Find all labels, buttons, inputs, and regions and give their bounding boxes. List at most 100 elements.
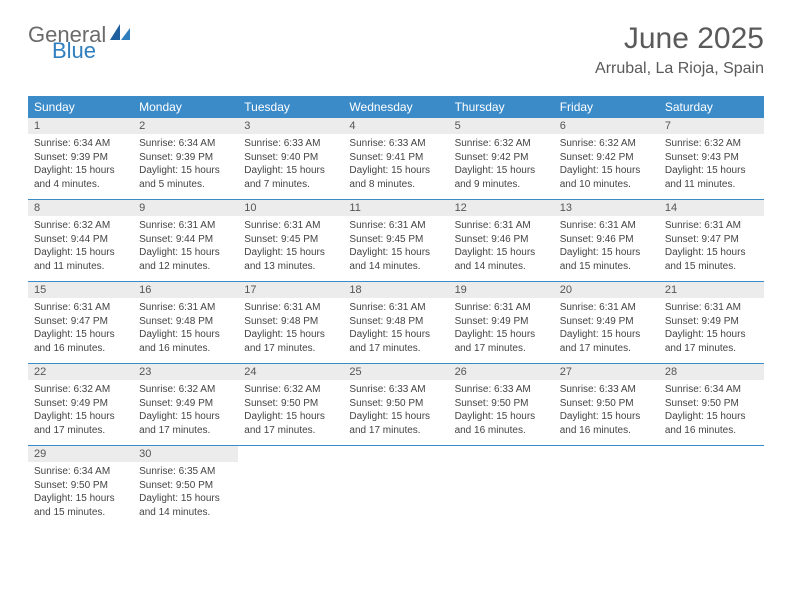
day-detail: Sunrise: 6:33 AMSunset: 9:40 PMDaylight:… — [238, 134, 343, 199]
day-detail: Sunrise: 6:34 AMSunset: 9:39 PMDaylight:… — [133, 134, 238, 199]
sunrise-line: Sunrise: 6:31 AM — [665, 301, 758, 315]
empty-cell — [238, 462, 343, 518]
daylight-line: Daylight: 15 hours and 16 minutes. — [560, 410, 653, 437]
day-cell-number: 22 — [28, 364, 133, 381]
daylight-line: Daylight: 15 hours and 9 minutes. — [455, 164, 548, 191]
day-cell-content: Sunrise: 6:32 AMSunset: 9:50 PMDaylight:… — [238, 380, 343, 446]
day-cell-content: Sunrise: 6:31 AMSunset: 9:49 PMDaylight:… — [554, 298, 659, 364]
daylight-line: Daylight: 15 hours and 17 minutes. — [244, 410, 337, 437]
sunset-line: Sunset: 9:50 PM — [139, 479, 232, 493]
day-cell-content: Sunrise: 6:31 AMSunset: 9:47 PMDaylight:… — [28, 298, 133, 364]
day-detail: Sunrise: 6:35 AMSunset: 9:50 PMDaylight:… — [133, 462, 238, 527]
day-cell-content: Sunrise: 6:31 AMSunset: 9:48 PMDaylight:… — [343, 298, 448, 364]
daylight-line: Daylight: 15 hours and 7 minutes. — [244, 164, 337, 191]
day-number: 23 — [133, 364, 238, 380]
day-number: 16 — [133, 282, 238, 298]
sunrise-line: Sunrise: 6:33 AM — [349, 137, 442, 151]
day-cell-number: 26 — [449, 364, 554, 381]
day-cell-number: 2 — [133, 118, 238, 134]
sunrise-line: Sunrise: 6:31 AM — [34, 301, 127, 315]
day-cell-number: 28 — [659, 364, 764, 381]
sunrise-line: Sunrise: 6:34 AM — [665, 383, 758, 397]
day-cell-number: 15 — [28, 282, 133, 299]
day-cell-content: Sunrise: 6:34 AMSunset: 9:50 PMDaylight:… — [28, 462, 133, 527]
daylight-line: Daylight: 15 hours and 15 minutes. — [665, 246, 758, 273]
day-number: 28 — [659, 364, 764, 380]
day-number: 18 — [343, 282, 448, 298]
day-cell-content: Sunrise: 6:35 AMSunset: 9:50 PMDaylight:… — [133, 462, 238, 527]
week-content-row: Sunrise: 6:31 AMSunset: 9:47 PMDaylight:… — [28, 298, 764, 364]
day-number: 27 — [554, 364, 659, 380]
sunset-line: Sunset: 9:47 PM — [665, 233, 758, 247]
sunset-line: Sunset: 9:45 PM — [349, 233, 442, 247]
sunset-line: Sunset: 9:49 PM — [34, 397, 127, 411]
week-content-row: Sunrise: 6:34 AMSunset: 9:39 PMDaylight:… — [28, 134, 764, 200]
day-cell-content: Sunrise: 6:33 AMSunset: 9:50 PMDaylight:… — [554, 380, 659, 446]
sunrise-line: Sunrise: 6:33 AM — [560, 383, 653, 397]
day-cell-number: 6 — [554, 118, 659, 134]
day-cell-number: 1 — [28, 118, 133, 134]
day-detail: Sunrise: 6:31 AMSunset: 9:47 PMDaylight:… — [659, 216, 764, 281]
day-cell-number: 19 — [449, 282, 554, 299]
week-daynum-row: 891011121314 — [28, 200, 764, 217]
day-cell-content: Sunrise: 6:32 AMSunset: 9:49 PMDaylight:… — [28, 380, 133, 446]
daylight-line: Daylight: 15 hours and 17 minutes. — [34, 410, 127, 437]
day-detail: Sunrise: 6:31 AMSunset: 9:49 PMDaylight:… — [449, 298, 554, 363]
day-number: 13 — [554, 200, 659, 216]
day-number: 3 — [238, 118, 343, 134]
sunrise-line: Sunrise: 6:32 AM — [560, 137, 653, 151]
month-title: June 2025 — [595, 22, 764, 56]
day-header: Thursday — [449, 96, 554, 118]
sunrise-line: Sunrise: 6:32 AM — [455, 137, 548, 151]
day-cell-number: 7 — [659, 118, 764, 134]
week-content-row: Sunrise: 6:32 AMSunset: 9:49 PMDaylight:… — [28, 380, 764, 446]
day-cell-content: Sunrise: 6:31 AMSunset: 9:48 PMDaylight:… — [238, 298, 343, 364]
sunset-line: Sunset: 9:41 PM — [349, 151, 442, 165]
day-number: 11 — [343, 200, 448, 216]
day-cell-content: Sunrise: 6:31 AMSunset: 9:48 PMDaylight:… — [133, 298, 238, 364]
daylight-line: Daylight: 15 hours and 14 minutes. — [349, 246, 442, 273]
week-daynum-row: 2930 — [28, 446, 764, 463]
daylight-line: Daylight: 15 hours and 17 minutes. — [349, 328, 442, 355]
day-cell-content: Sunrise: 6:33 AMSunset: 9:41 PMDaylight:… — [343, 134, 448, 200]
logo-word-blue: Blue — [52, 40, 96, 62]
week-daynum-row: 15161718192021 — [28, 282, 764, 299]
day-detail: Sunrise: 6:31 AMSunset: 9:46 PMDaylight:… — [449, 216, 554, 281]
empty-cell — [343, 462, 448, 518]
day-cell-content — [554, 462, 659, 527]
day-cell-number — [238, 446, 343, 463]
day-cell-number: 17 — [238, 282, 343, 299]
sunset-line: Sunset: 9:48 PM — [244, 315, 337, 329]
day-detail: Sunrise: 6:32 AMSunset: 9:42 PMDaylight:… — [554, 134, 659, 199]
day-cell-number: 30 — [133, 446, 238, 463]
sunrise-line: Sunrise: 6:31 AM — [139, 301, 232, 315]
week-daynum-row: 1234567 — [28, 118, 764, 134]
day-cell-content: Sunrise: 6:31 AMSunset: 9:45 PMDaylight:… — [238, 216, 343, 282]
daylight-line: Daylight: 15 hours and 11 minutes. — [665, 164, 758, 191]
day-detail: Sunrise: 6:32 AMSunset: 9:50 PMDaylight:… — [238, 380, 343, 445]
daylight-line: Daylight: 15 hours and 16 minutes. — [139, 328, 232, 355]
daylight-line: Daylight: 15 hours and 14 minutes. — [139, 492, 232, 519]
day-detail: Sunrise: 6:31 AMSunset: 9:45 PMDaylight:… — [343, 216, 448, 281]
day-detail: Sunrise: 6:31 AMSunset: 9:49 PMDaylight:… — [659, 298, 764, 363]
day-detail: Sunrise: 6:32 AMSunset: 9:49 PMDaylight:… — [133, 380, 238, 445]
brand-logo: General Blue — [28, 22, 132, 62]
sunset-line: Sunset: 9:46 PM — [455, 233, 548, 247]
daylight-line: Daylight: 15 hours and 16 minutes. — [665, 410, 758, 437]
daylight-line: Daylight: 15 hours and 17 minutes. — [455, 328, 548, 355]
sunset-line: Sunset: 9:50 PM — [244, 397, 337, 411]
sunset-line: Sunset: 9:44 PM — [34, 233, 127, 247]
week-content-row: Sunrise: 6:32 AMSunset: 9:44 PM Daylight:… — [28, 216, 764, 282]
day-detail: Sunrise: 6:33 AMSunset: 9:50 PMDaylight:… — [449, 380, 554, 445]
day-detail: Sunrise: 6:31 AMSunset: 9:46 PMDaylight:… — [554, 216, 659, 281]
day-number: 19 — [449, 282, 554, 298]
day-detail: Sunrise: 6:31 AMSunset: 9:48 PMDaylight:… — [238, 298, 343, 363]
day-number: 8 — [28, 200, 133, 216]
daylight-line: Daylight: 15 hours and 16 minutes. — [455, 410, 548, 437]
day-number: 30 — [133, 446, 238, 462]
sunrise-line: Sunrise: 6:32 AM — [34, 219, 127, 233]
day-cell-content: Sunrise: 6:34 AMSunset: 9:39 PMDaylight:… — [133, 134, 238, 200]
day-cell-content — [238, 462, 343, 527]
day-header: Friday — [554, 96, 659, 118]
day-cell-number: 21 — [659, 282, 764, 299]
